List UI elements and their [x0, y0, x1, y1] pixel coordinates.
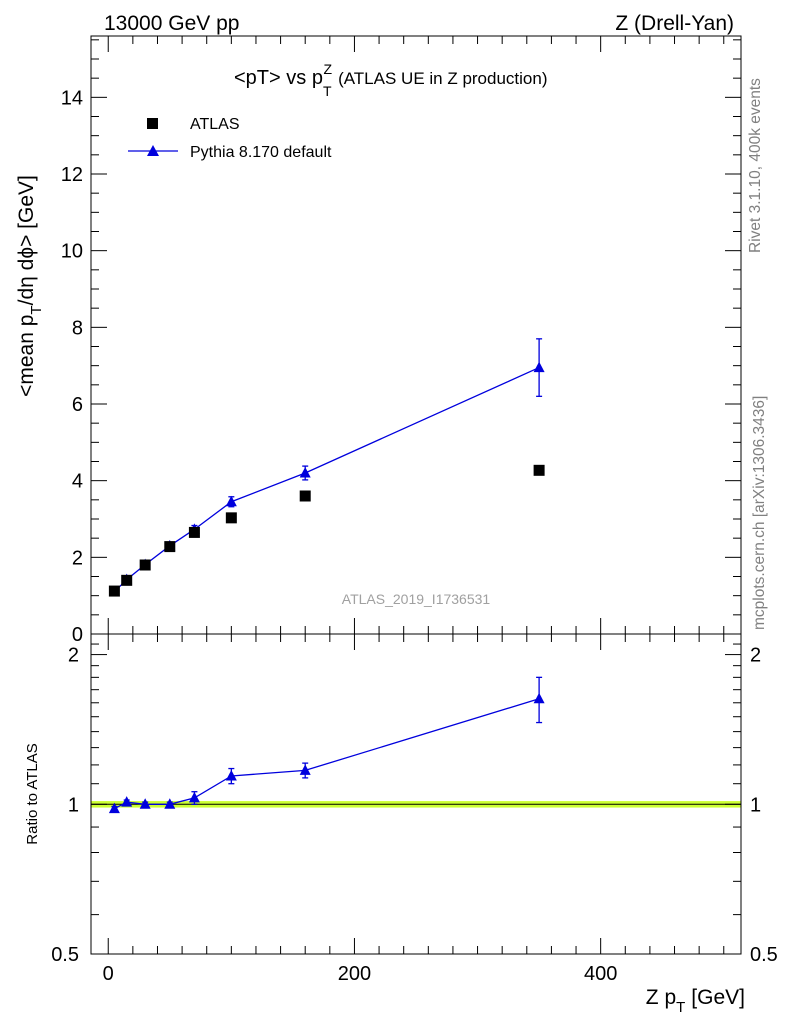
- ratio-y-tick-label-left: 2: [68, 645, 79, 667]
- y-tick-label: 6: [72, 394, 83, 416]
- x-tick-label: 0: [103, 963, 114, 985]
- ratio-y-tick-label-right: 2: [750, 645, 761, 667]
- ratio-y-tick-label-right: 0.5: [750, 944, 778, 966]
- plot-title-main: <pT> vs p: [234, 67, 323, 89]
- legend-pythia-marker: [147, 145, 159, 156]
- main-y-label-sub: T: [28, 305, 45, 314]
- ratio-y-label: Ratio to ATLAS: [24, 743, 41, 844]
- y-tick-label: 10: [61, 241, 83, 263]
- legend: ATLAS Pythia 8.170 default: [128, 116, 332, 161]
- y-tick-label: 14: [61, 87, 83, 109]
- atlas-point: [225, 512, 237, 524]
- legend-atlas-label: ATLAS: [190, 116, 240, 133]
- ratio-plot: 0.5 0.5 1 1 2 2 0 200 400 Ratio to ATLAS Z pT [G…: [24, 633, 778, 1016]
- plot-title-tail: (ATLAS UE in Z production): [338, 69, 547, 88]
- atlas-point: [121, 574, 133, 586]
- pythia-point: [299, 467, 311, 478]
- ratio-y-tick-label-left: 0.5: [51, 944, 79, 966]
- atlas-point: [188, 526, 200, 538]
- x-axis-label-sub: T: [676, 999, 685, 1016]
- header-left: 13000 GeV pp: [104, 12, 239, 35]
- main-x-axis: [107, 36, 725, 634]
- main-data-layer: [108, 338, 545, 597]
- pythia-point: [225, 495, 237, 507]
- ratio-y-tick-label-right: 1: [750, 794, 761, 816]
- ratio-pythia-point: [121, 796, 133, 807]
- ratio-pythia-line: [114, 698, 540, 810]
- atlas-point: [533, 464, 545, 476]
- ratio-pythia-point: [164, 798, 176, 809]
- main-y-label-tail: /dη dϕ> [GeV]: [15, 175, 38, 305]
- plot-title-sup: Z: [324, 61, 333, 77]
- ratio-x-axis: 0 200 400: [103, 634, 725, 985]
- header-right: Z (Drell-Yan): [615, 12, 734, 35]
- ratio-pythia-point: [533, 692, 545, 704]
- legend-atlas-marker: [147, 118, 158, 129]
- ratio-pythia-point: [225, 769, 237, 781]
- rivet-label: Rivet 3.1.10, 400k events: [747, 78, 764, 253]
- main-y-label: <mean pT/dη dϕ> [GeV]: [15, 175, 45, 397]
- x-axis-label-tail: [GeV]: [691, 986, 745, 1009]
- analysis-watermark: ATLAS_2019_I1736531: [342, 591, 491, 607]
- legend-pythia-label: Pythia 8.170 default: [190, 144, 332, 161]
- main-y-axis: 0 2 4 6 8 10 12 14: [61, 39, 741, 646]
- atlas-point: [299, 490, 311, 502]
- ratio-pythia-point: [188, 791, 200, 803]
- ratio-pythia-point: [299, 764, 311, 775]
- ratio-y-tick-label-left: 1: [68, 794, 79, 816]
- y-tick-label: 8: [72, 317, 83, 339]
- main-plot-frame: [90, 35, 742, 635]
- x-tick-label: 200: [338, 963, 371, 985]
- main-y-label-main: <mean p: [15, 315, 38, 397]
- y-tick-label: 2: [72, 547, 83, 569]
- ratio-pythia-point: [139, 798, 151, 809]
- ratio-pythia-point: [108, 802, 120, 814]
- x-tick-label: 400: [584, 963, 617, 985]
- y-tick-label: 12: [61, 164, 83, 186]
- ratio-data-layer: [108, 676, 545, 814]
- atlas-point: [108, 585, 120, 597]
- pythia-line: [113, 366, 540, 593]
- pythia-point: [533, 361, 545, 373]
- x-axis-label-main: Z p: [646, 986, 676, 1009]
- x-axis-label: Z pT [GeV]: [646, 986, 745, 1016]
- ratio-plot-frame: [90, 633, 742, 955]
- mcplots-label: mcplots.cern.ch [arXiv:1306.3436]: [751, 396, 768, 630]
- atlas-point: [139, 559, 151, 571]
- atlas-point: [164, 541, 176, 553]
- plot-title: <pT> vs pTZ (ATLAS UE in Z production): [234, 61, 548, 99]
- plot-title-sub: T: [323, 83, 332, 99]
- y-tick-label: 0: [72, 624, 83, 646]
- y-tick-label: 4: [72, 471, 83, 493]
- ratio-y-axis: 0.5 0.5 1 1 2 2: [51, 633, 778, 966]
